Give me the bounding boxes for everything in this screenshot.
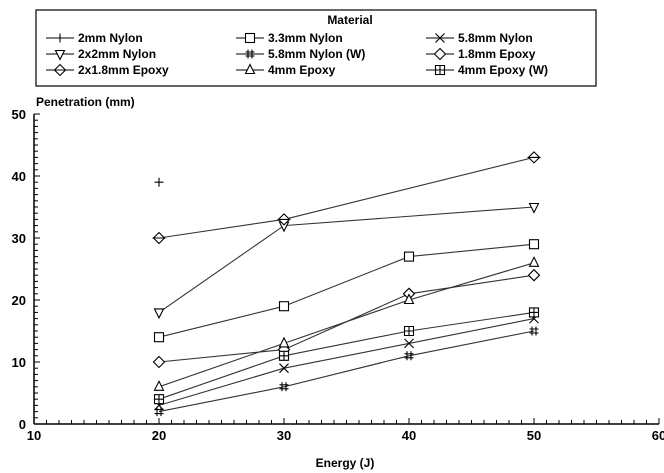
- series-line-4mm-epoxy-w: [158, 311, 535, 400]
- data-point-4mm-epoxy-w: [528, 307, 540, 318]
- series-markers: [152, 151, 541, 417]
- data-point-4mm-epoxy: [403, 293, 415, 305]
- data-point-1-8mm-epoxy: [152, 355, 166, 369]
- legend-swatch-marker-2x2mm-nylon: [54, 49, 66, 61]
- data-point-2mm-nylon: [154, 177, 164, 187]
- legend-box: [35, 9, 597, 87]
- data-point-5-8mm-nylon: [404, 338, 414, 349]
- legend-swatch-marker-5-8mm-nylon: [435, 33, 445, 43]
- data-point-4mm-epoxy-w: [278, 350, 290, 361]
- data-point-5-8mm-nylon-w: [279, 382, 289, 392]
- series-line-4mm-epoxy: [158, 262, 535, 388]
- y-tick-label: 20: [12, 293, 26, 308]
- x-axis-label: Energy (J): [316, 456, 375, 470]
- data-point-5-8mm-nylon-w: [154, 407, 164, 417]
- x-tick-label: 30: [277, 428, 291, 443]
- data-point-2x1-8mm-epoxy: [527, 151, 541, 164]
- data-point-4mm-epoxy: [528, 256, 540, 267]
- y-tick-label: 50: [12, 107, 26, 122]
- legend: Material 2mm Nylon 3.3mm Nylon 5.8mm Nylon…: [35, 9, 597, 87]
- legend-label-1-8mm-epoxy: 1.8mm Epoxy: [458, 47, 536, 61]
- series-line-3-3mm-nylon: [158, 243, 535, 338]
- legend-label-5-8mm-nylon: 5.8mm Nylon: [458, 31, 533, 45]
- y-tick-label: 40: [12, 169, 26, 184]
- legend-swatch-marker-3-3mm-nylon: [244, 32, 256, 44]
- x-tick-label: 40: [402, 428, 416, 443]
- legend-label-5-8mm-nylon-w: 5.8mm Nylon (W): [268, 47, 365, 61]
- legend-swatch-marker-2mm-nylon: [55, 33, 65, 43]
- legend-swatch-marker-2x1-8mm-epoxy: [53, 63, 67, 77]
- series-lines: [158, 156, 535, 413]
- legend-label-2mm-nylon: 2mm Nylon: [78, 31, 143, 45]
- y-axis-label: Penetration (mm): [36, 95, 135, 109]
- legend-label-4mm-epoxy: 4mm Epoxy: [268, 63, 336, 77]
- data-point-1-8mm-epoxy: [527, 268, 541, 282]
- data-point-4mm-epoxy: [278, 336, 290, 348]
- data-point-2x1-8mm-epoxy: [277, 213, 291, 226]
- series-line-5-8mm-nylon: [158, 318, 535, 406]
- legend-swatch-marker-4mm-epoxy-w: [434, 64, 446, 76]
- x-tick-label: 50: [527, 428, 541, 443]
- legend-swatch-marker-5-8mm-nylon-w: [245, 49, 255, 59]
- legend-label-4mm-epoxy-w: 4mm Epoxy (W): [458, 63, 548, 77]
- legend-label-3-3mm-nylon: 3.3mm Nylon: [268, 31, 343, 45]
- legend-swatch-marker-4mm-epoxy: [244, 63, 256, 75]
- series-line-2x2mm-nylon: [158, 206, 535, 313]
- x-tick-label: 60: [652, 428, 664, 443]
- legend-label-2x1-8mm-epoxy: 2x1.8mm Epoxy: [78, 63, 169, 77]
- series-line-5-8mm-nylon-w: [158, 330, 535, 413]
- data-point-3-3mm-nylon: [278, 301, 290, 312]
- x-tick-label: 20: [152, 428, 166, 443]
- data-point-4mm-epoxy-w: [403, 325, 415, 337]
- y-tick-label: 10: [12, 355, 26, 370]
- data-point-5-8mm-nylon-w: [404, 351, 414, 361]
- y-tick-label: 30: [12, 231, 26, 246]
- legend-swatch-marker-1-8mm-epoxy: [433, 47, 447, 61]
- data-point-3-3mm-nylon: [153, 332, 165, 343]
- x-tick-label: 10: [27, 428, 41, 443]
- legend-label-2x2mm-nylon: 2x2mm Nylon: [78, 47, 156, 61]
- data-point-3-3mm-nylon: [528, 239, 540, 250]
- data-point-4mm-epoxy-w: [153, 394, 165, 405]
- data-point-5-8mm-nylon-w: [529, 326, 539, 336]
- data-point-2x2mm-nylon: [528, 202, 540, 214]
- data-point-2x2mm-nylon: [153, 308, 165, 320]
- series-line-1-8mm-epoxy: [158, 274, 535, 363]
- data-point-3-3mm-nylon: [403, 251, 415, 262]
- data-point-5-8mm-nylon: [279, 363, 289, 374]
- legend-title: Material: [327, 13, 372, 27]
- series-line-2x1-8mm-epoxy: [158, 156, 535, 239]
- y-tick-label: 0: [19, 417, 26, 432]
- data-point-2x1-8mm-epoxy: [152, 231, 166, 245]
- data-point-4mm-epoxy: [153, 380, 165, 391]
